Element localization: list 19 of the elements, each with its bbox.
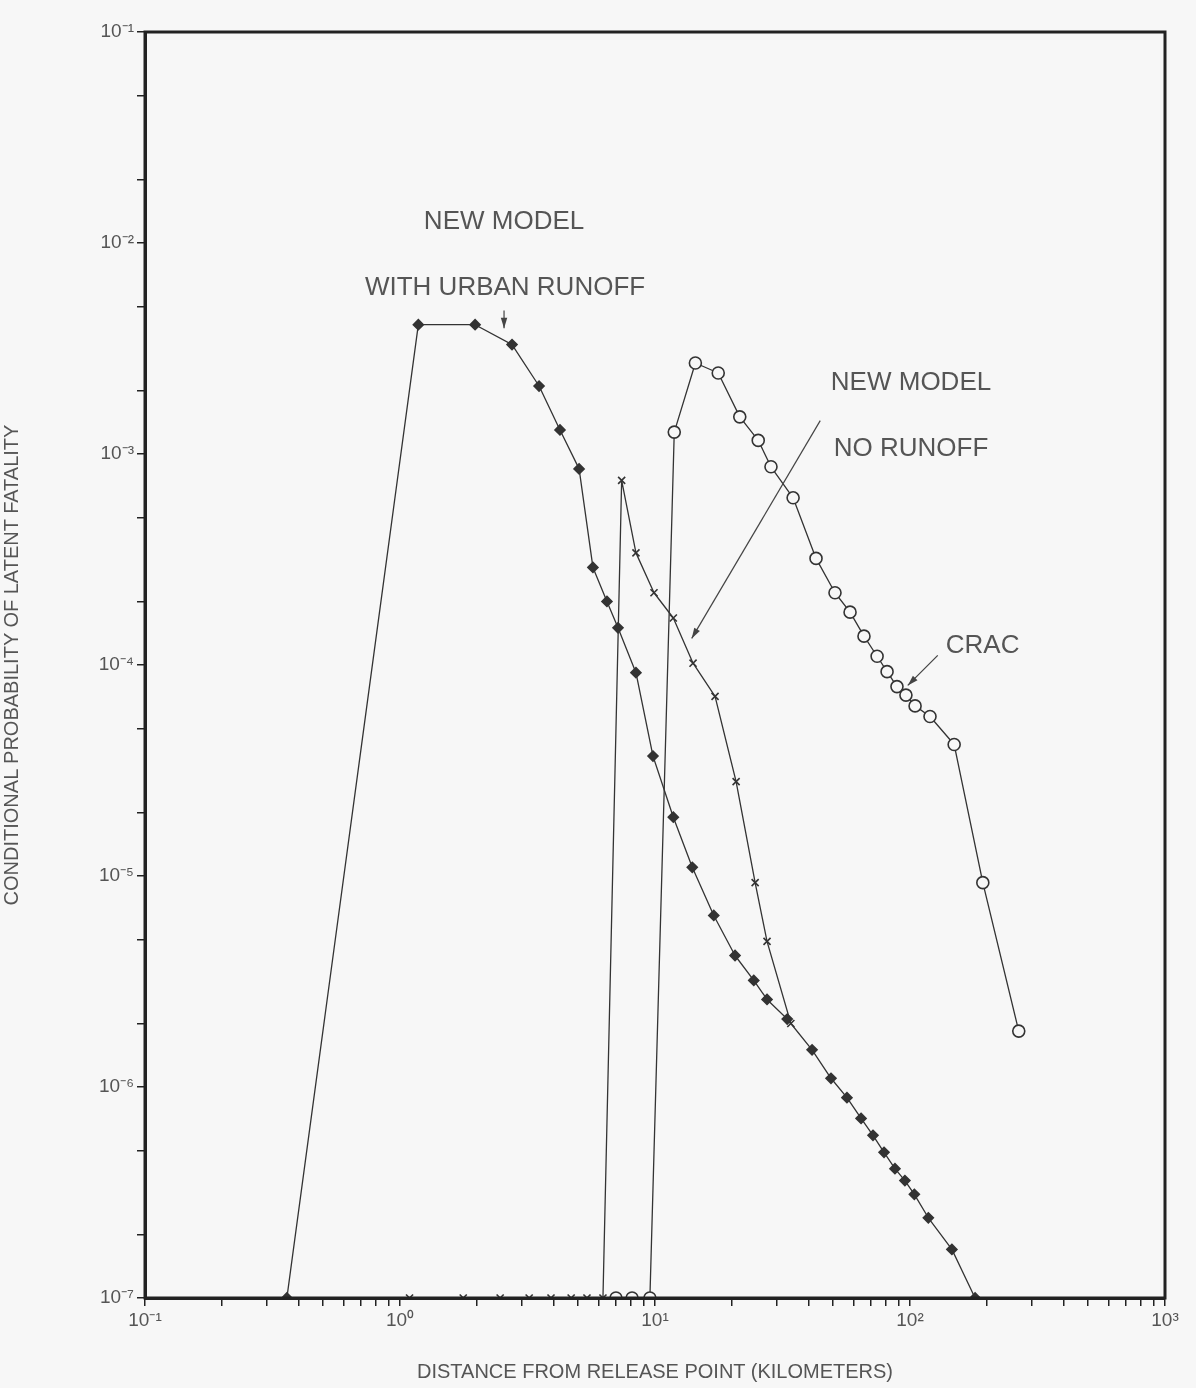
annotation: NO RUNOFF [833, 431, 989, 462]
annotation: NEW MODEL [830, 365, 992, 396]
annotation: NEW MODEL [423, 205, 585, 236]
y-tick-label: 10⁻⁵ [98, 864, 134, 886]
x-axis-title: DISTANCE FROM RELEASE POINT (KILOMETERS) [417, 1359, 893, 1382]
x-tick-label: 10⁰ [385, 1308, 415, 1330]
y-tick-label: 10⁻⁶ [99, 1075, 134, 1097]
y-tick-label: 10⁻² [100, 231, 134, 253]
x-tick-label: 10² [896, 1308, 924, 1330]
x-tick-label: 10⁻¹ [128, 1308, 162, 1330]
y-tick-label: 10⁻³ [100, 442, 134, 464]
annotation: CRAC [945, 628, 1020, 659]
y-axis-title: CONDITIONAL PROBABILITY OF LATENT FATALITY [0, 424, 22, 906]
annotation: WITH URBAN RUNOFF [364, 270, 646, 301]
y-tick-label: 10⁻⁷ [99, 1286, 135, 1308]
y-tick-label: 10⁻¹ [100, 20, 134, 42]
x-tick-label: 10¹ [641, 1308, 669, 1330]
y-tick-label: 10⁻⁴ [98, 653, 134, 675]
x-tick-label: 10³ [1151, 1308, 1179, 1330]
